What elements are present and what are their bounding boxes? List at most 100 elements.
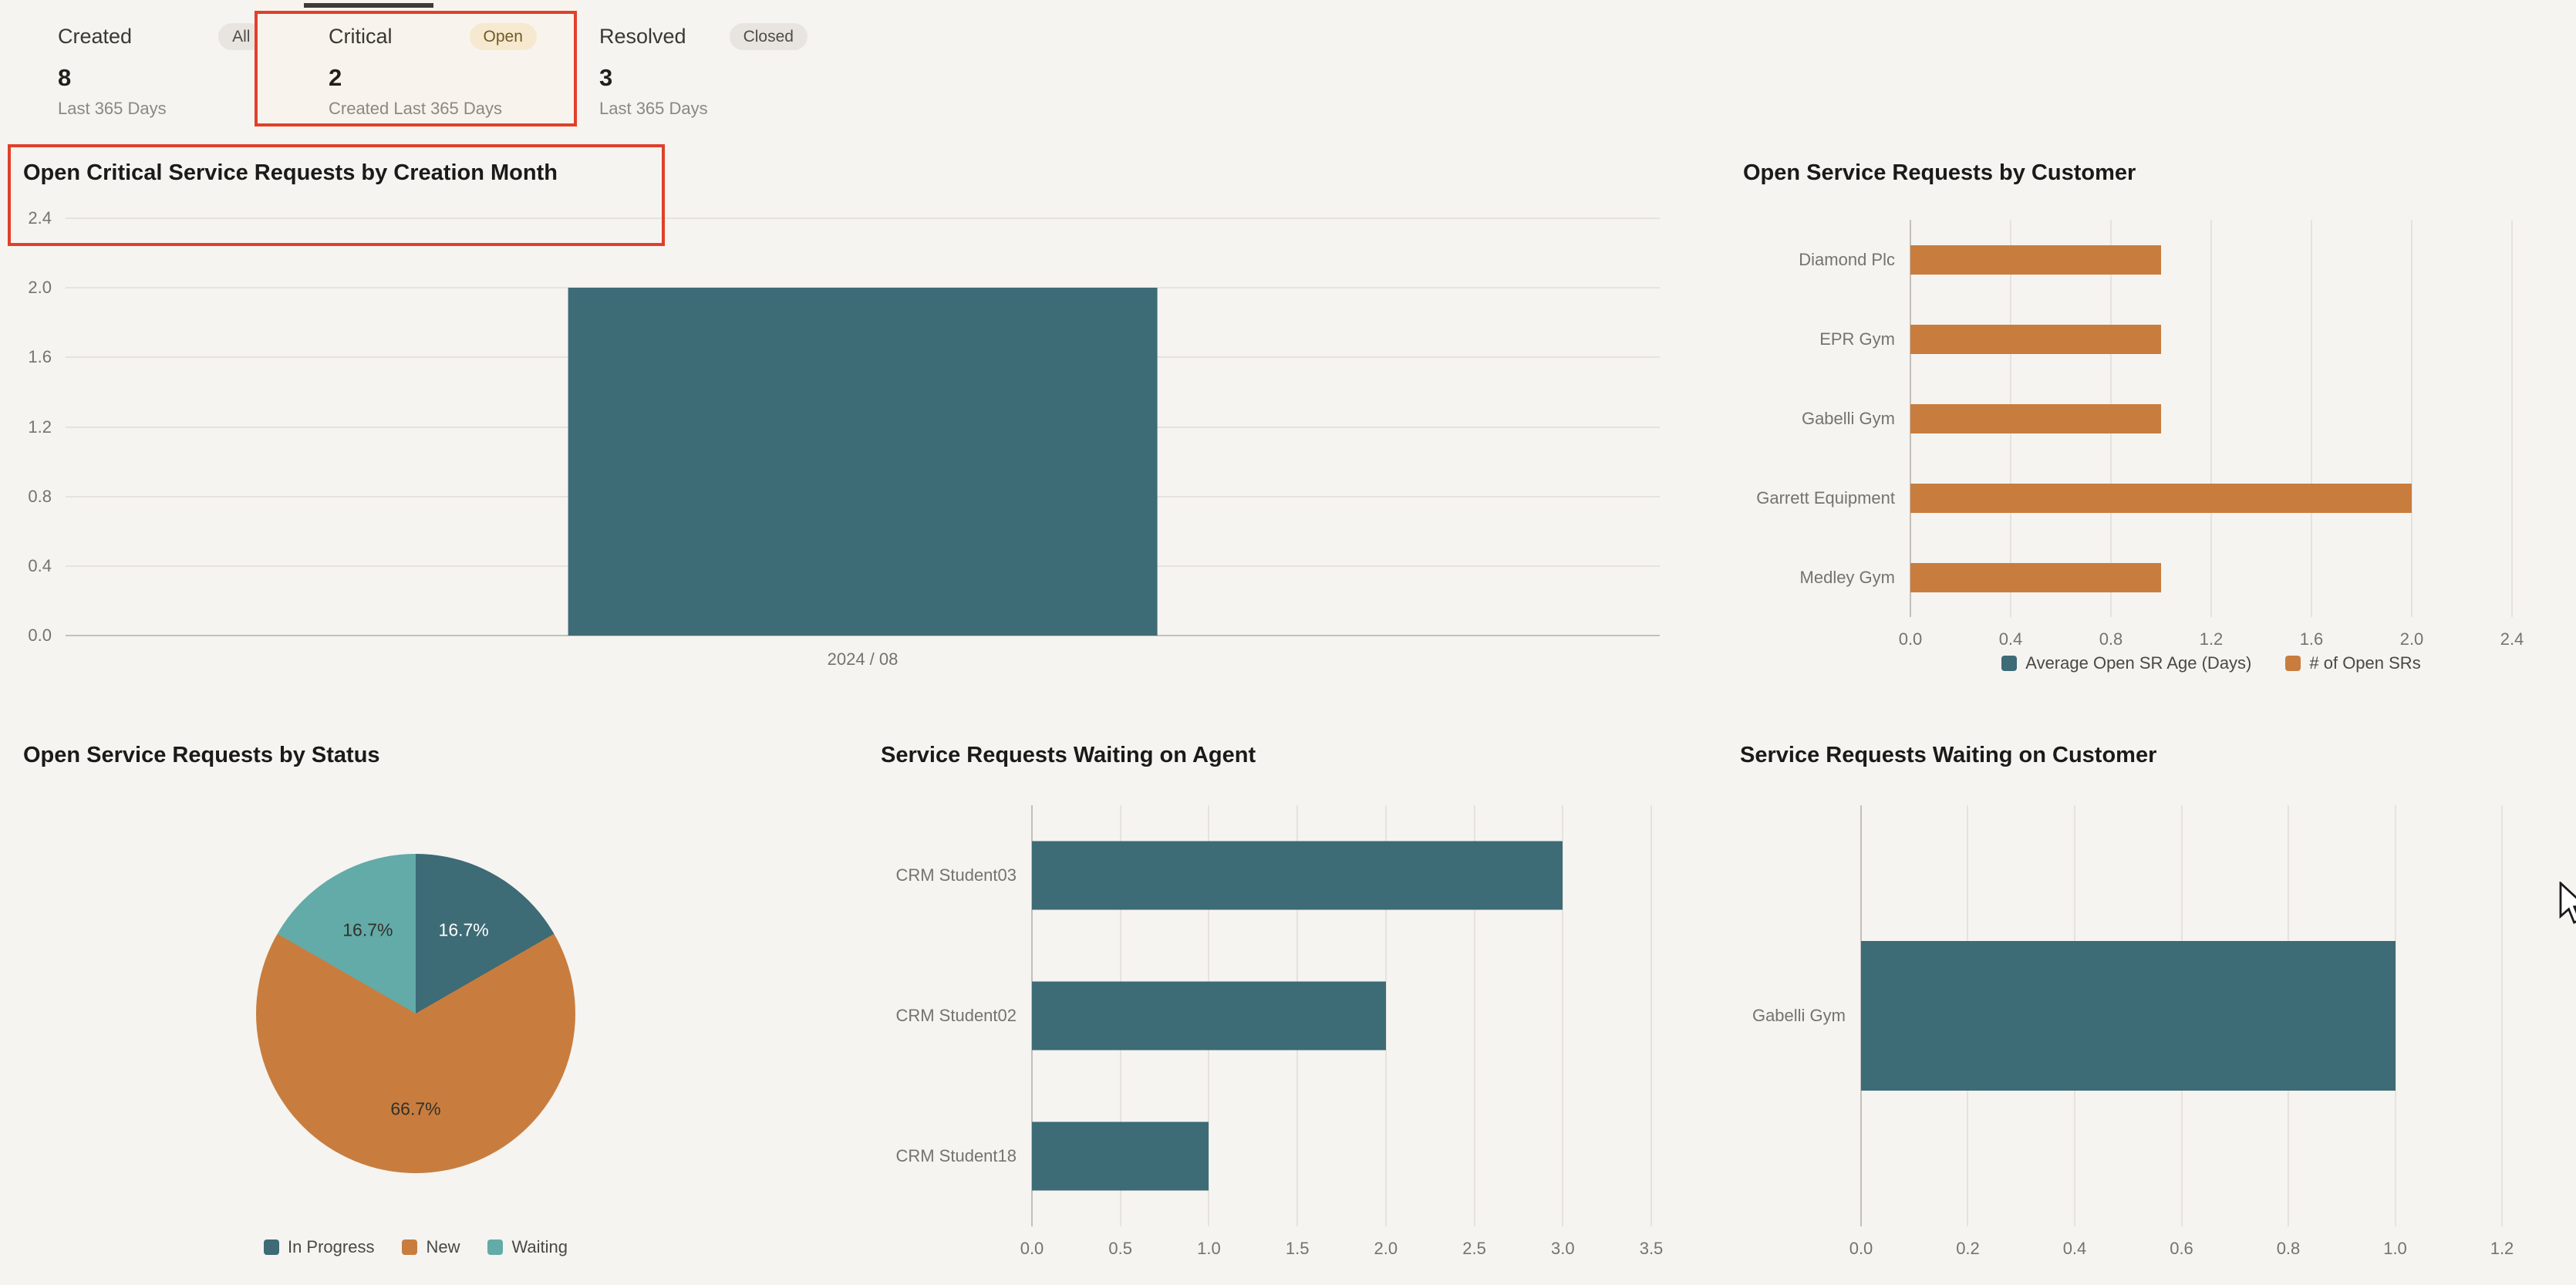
- kpi-tab-header: Created All: [58, 23, 265, 50]
- kpi-tab-critical-selected[interactable]: Critical Open 2 Created Last 365 Days: [256, 0, 575, 131]
- kpi-badge-open: Open: [469, 23, 537, 50]
- gridline: [2394, 805, 2396, 1226]
- chart-legend: In Progress New Waiting: [102, 1237, 730, 1257]
- kpi-tab-resolved[interactable]: Resolved Closed 3 Last 365 Days: [576, 0, 831, 131]
- gridline: [1384, 805, 1387, 1226]
- kpi-value: 8: [58, 64, 72, 91]
- kpi-tab-header: Critical Open: [329, 23, 575, 50]
- legend-swatch: [487, 1239, 504, 1255]
- kpi-label: Resolved: [599, 25, 686, 48]
- chart-open-requests-by-status: Open Service Requests by Status 16.7% 66.…: [23, 742, 802, 1282]
- chart-title: Open Service Requests by Customer: [1743, 160, 2136, 185]
- pie-slice-label: 66.7%: [390, 1098, 441, 1119]
- gridline: [66, 287, 1660, 289]
- chart-waiting-on-agent: Service Requests Waiting on Agent 0.0 0.5…: [881, 742, 1706, 1282]
- gridline: [66, 218, 1660, 219]
- x-axis-label: 1.0: [1197, 1239, 1221, 1258]
- y-category-label: Gabelli Gym: [1801, 408, 1895, 428]
- gridline: [1473, 805, 1475, 1226]
- kpi-value: 2: [329, 64, 342, 91]
- legend-item[interactable]: In Progress: [263, 1237, 374, 1257]
- x-axis-label: 0.6: [2170, 1239, 2193, 1258]
- pie-chart[interactable]: 16.7% 66.7% 16.7%: [256, 854, 575, 1173]
- y-category-label: CRM Student03: [895, 865, 1017, 885]
- legend-item[interactable]: New: [402, 1237, 460, 1257]
- chart-legend: Average Open SR Age (Days) # of Open SRs: [1833, 653, 2576, 673]
- kpi-sublabel: Created Last 365 Days: [329, 99, 503, 118]
- bar[interactable]: [1032, 981, 1386, 1051]
- legend-item[interactable]: Average Open SR Age (Days): [2001, 653, 2251, 673]
- kpi-value: 3: [599, 64, 613, 91]
- bar[interactable]: [1910, 245, 2161, 275]
- mouse-cursor: [2559, 882, 2576, 924]
- legend-swatch: [2285, 656, 2301, 671]
- x-axis-label: 0.2: [1956, 1239, 1980, 1258]
- y-category-label: Medley Gym: [1799, 567, 1895, 587]
- legend-label: Average Open SR Age (Days): [2025, 653, 2252, 673]
- x-axis-label: 2.0: [1374, 1239, 1398, 1258]
- bar[interactable]: [1032, 841, 1563, 910]
- gridline: [2411, 220, 2412, 617]
- x-axis-label: 1.2: [2199, 629, 2224, 649]
- x-axis-label: 3.5: [1639, 1239, 1664, 1258]
- chart-title: Open Critical Service Requests by Creati…: [23, 160, 558, 185]
- kpi-label: Created: [58, 25, 133, 48]
- legend-label: Waiting: [511, 1237, 568, 1256]
- kpi-badge-closed: Closed: [729, 23, 808, 50]
- legend-label: New: [426, 1237, 460, 1256]
- legend-item[interactable]: # of Open SRs: [2285, 653, 2421, 673]
- gridline: [2511, 220, 2513, 617]
- x-axis-label: 0.0: [1849, 1239, 1873, 1258]
- y-category-label: CRM Student02: [895, 1006, 1017, 1025]
- legend-swatch: [263, 1239, 279, 1255]
- bar[interactable]: [1910, 483, 2412, 513]
- chart-waiting-on-customer: Service Requests Waiting on Customer 0.0…: [1740, 742, 2576, 1282]
- y-axis-label: 0.0: [28, 626, 52, 645]
- y-category-label: CRM Student18: [895, 1146, 1017, 1165]
- x-axis-label: 1.6: [2299, 629, 2324, 649]
- pie-slice-label: 16.7%: [342, 919, 393, 940]
- x-axis-label: 0.8: [2099, 629, 2123, 649]
- bar[interactable]: [1910, 324, 2161, 354]
- chart-open-requests-by-customer: Open Service Requests by Customer 0.0 0.4…: [1743, 160, 2576, 692]
- x-axis-label: 0.8: [2276, 1239, 2301, 1258]
- x-axis-label: 0.4: [2062, 1239, 2087, 1258]
- legend-swatch: [2001, 656, 2018, 671]
- bar[interactable]: [1861, 941, 2396, 1091]
- legend-item[interactable]: Waiting: [487, 1237, 568, 1257]
- gridline: [1562, 805, 1564, 1226]
- y-axis-label: 1.2: [28, 417, 52, 437]
- x-axis-label: 2.0: [2399, 629, 2424, 649]
- bar[interactable]: [1910, 562, 2161, 592]
- y-axis-label: 2.4: [28, 208, 52, 228]
- chart-title: Open Service Requests by Status: [23, 743, 380, 767]
- kpi-tab-created[interactable]: Created All 8 Last 365 Days: [0, 0, 265, 131]
- gridline: [2210, 220, 2212, 617]
- kpi-tab-header: Resolved Closed: [599, 23, 831, 50]
- y-axis-label: 1.6: [28, 347, 52, 367]
- x-axis-label: 0.0: [1020, 1239, 1044, 1258]
- chart-open-critical-by-creation-month: Open Critical Service Requests by Creati…: [23, 160, 1689, 692]
- bar[interactable]: [1032, 1121, 1209, 1191]
- bar-plot-area: 0.0 0.5 1.0 1.5 2.0 2.5 3.0 3.5 CRM Student03 CRM…: [895, 805, 1663, 1258]
- x-axis-label: 1.2: [2490, 1239, 2514, 1258]
- x-axis-label: 0.5: [1108, 1239, 1132, 1258]
- x-axis-label: 1.0: [2383, 1239, 2407, 1258]
- kpi-label: Critical: [329, 25, 393, 48]
- bar[interactable]: [1910, 403, 2161, 433]
- pie-slice-label: 16.7%: [438, 919, 489, 940]
- legend-label: # of Open SRs: [2309, 653, 2421, 673]
- kpi-sublabel: Last 365 Days: [599, 99, 708, 118]
- y-axis-label: 2.0: [28, 278, 52, 298]
- x-axis-label: 2.5: [1462, 1239, 1486, 1258]
- gridline: [66, 635, 1660, 636]
- y-axis-label: 0.8: [28, 486, 52, 506]
- chart-title: Service Requests Waiting on Agent: [881, 743, 1256, 767]
- bar[interactable]: [568, 288, 1158, 636]
- chart-title: Service Requests Waiting on Customer: [1740, 743, 2157, 767]
- x-axis-label: 1.5: [1285, 1239, 1310, 1258]
- bar-plot-area: 0.0 0.4 0.8 1.2 1.6 2.0 2.4 2024 / 08: [28, 208, 1660, 669]
- x-axis-label: 2.4: [2500, 629, 2524, 649]
- gridline: [2501, 805, 2503, 1226]
- y-category-label: Gabelli Gym: [1752, 1006, 1846, 1025]
